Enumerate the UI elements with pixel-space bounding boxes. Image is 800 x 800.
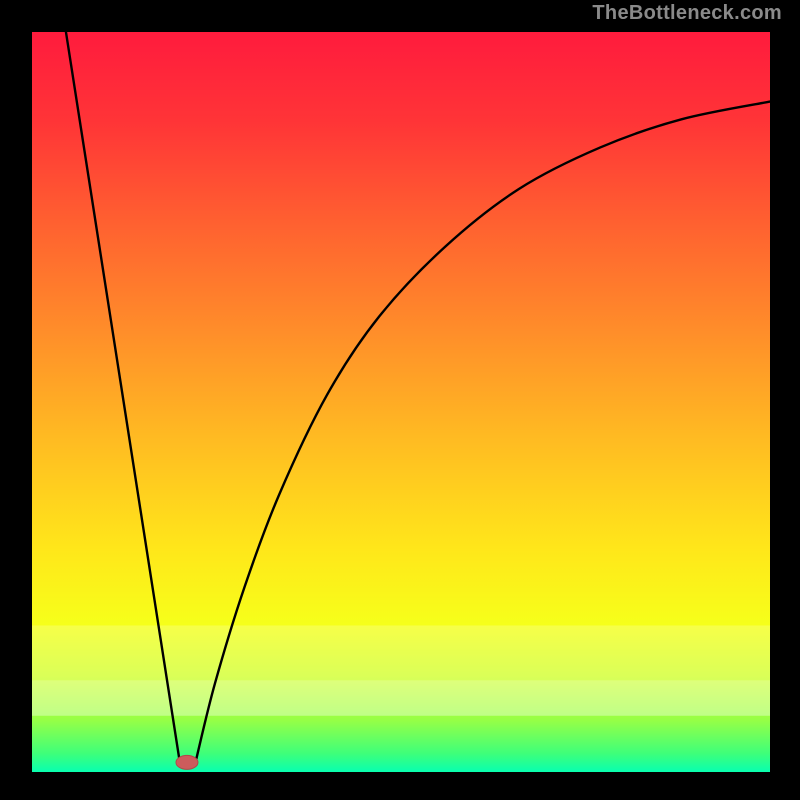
chart-svg (0, 0, 800, 800)
haze-band-0 (32, 625, 770, 680)
haze-band-1 (32, 680, 770, 716)
watermark-text: TheBottleneck.com (592, 2, 782, 25)
bottleneck-chart: TheBottleneck.com (0, 0, 800, 800)
valley-marker (176, 755, 198, 769)
